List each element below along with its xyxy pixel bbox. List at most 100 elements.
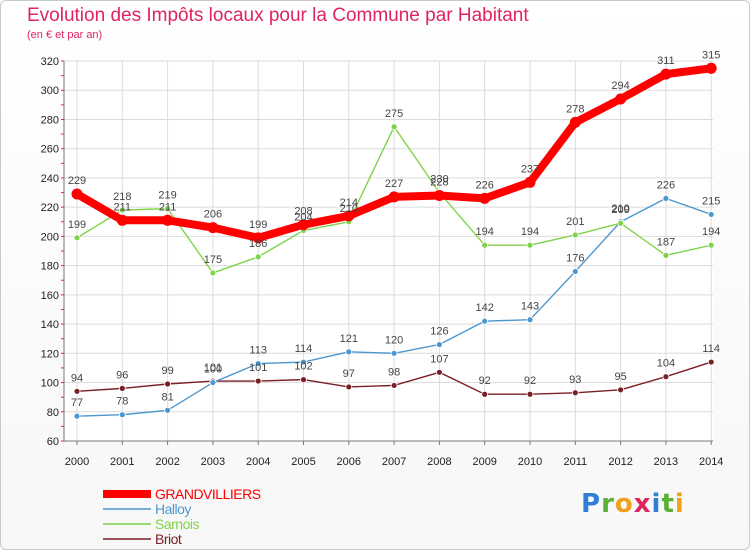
data-label-sarnois: 194 xyxy=(521,226,539,238)
x-tick-label: 2011 xyxy=(563,456,587,468)
data-point-briot xyxy=(435,368,443,376)
data-point-halloy xyxy=(435,341,443,348)
y-tick-label: 260 xyxy=(41,144,59,156)
data-point-grandvilliers xyxy=(162,214,174,226)
legend-label: GRANDVILLIERS xyxy=(155,486,261,502)
data-label-sarnois: 186 xyxy=(249,238,267,250)
data-label-sarnois: 219 xyxy=(158,190,176,202)
logo-letter: i xyxy=(651,489,662,519)
y-tick-label: 320 xyxy=(41,56,59,68)
data-point-briot xyxy=(254,377,262,385)
y-tick-label: 60 xyxy=(47,436,59,448)
x-tick-label: 2002 xyxy=(155,456,179,468)
data-point-sarnois xyxy=(526,241,534,249)
data-point-grandvilliers xyxy=(569,116,581,128)
data-point-grandvilliers xyxy=(252,232,264,244)
data-label-sarnois: 194 xyxy=(476,226,494,238)
logo-letter: i xyxy=(674,489,685,519)
data-label-grandvilliers: 206 xyxy=(204,209,222,221)
data-point-briot xyxy=(118,384,126,392)
data-label-halloy: 210 xyxy=(611,203,629,215)
legend-label: Sarnois xyxy=(155,516,199,532)
data-label-grandvilliers: 311 xyxy=(657,55,675,67)
y-tick-label: 160 xyxy=(41,290,59,302)
data-point-grandvilliers xyxy=(71,188,83,200)
y-tick-label: 100 xyxy=(41,378,59,390)
y-tick-label: 300 xyxy=(41,85,59,97)
y-tick-label: 180 xyxy=(41,261,59,273)
data-label-grandvilliers: 228 xyxy=(430,176,448,188)
data-label-briot: 92 xyxy=(524,375,536,387)
data-point-halloy xyxy=(345,348,353,356)
x-tick-label: 2014 xyxy=(699,456,723,468)
data-label-sarnois: 275 xyxy=(385,108,403,120)
data-point-sarnois xyxy=(662,251,670,259)
y-tick-label: 120 xyxy=(41,348,59,360)
data-label-grandvilliers: 211 xyxy=(114,201,132,213)
data-label-briot: 107 xyxy=(430,353,448,365)
data-point-halloy xyxy=(164,406,172,414)
data-label-sarnois: 175 xyxy=(204,254,222,266)
x-tick-label: 2013 xyxy=(654,456,678,468)
data-label-briot: 104 xyxy=(657,358,675,370)
data-point-briot xyxy=(164,380,172,388)
x-tick-label: 2010 xyxy=(518,456,542,468)
data-point-grandvilliers xyxy=(705,62,717,74)
data-label-grandvilliers: 214 xyxy=(340,197,358,209)
data-point-briot xyxy=(300,376,307,384)
plot-area xyxy=(64,61,713,441)
data-label-sarnois: 230 xyxy=(430,174,448,186)
data-label-halloy: 126 xyxy=(430,326,448,338)
logo-letter: x xyxy=(633,489,652,519)
data-point-halloy xyxy=(300,358,307,366)
data-label-halloy: 100 xyxy=(204,364,222,376)
x-tick-label: 2008 xyxy=(427,456,451,468)
data-label-halloy: 142 xyxy=(476,302,494,314)
data-point-briot xyxy=(617,386,624,394)
data-point-sarnois xyxy=(617,219,624,227)
chart-subtitle: (en € et par an) xyxy=(27,29,103,41)
data-label-sarnois: 194 xyxy=(702,226,720,238)
data-point-sarnois xyxy=(118,206,126,214)
data-label-briot: 94 xyxy=(71,372,83,384)
data-point-grandvilliers xyxy=(298,219,309,231)
data-point-briot xyxy=(481,390,489,398)
data-point-grandvilliers xyxy=(660,68,672,80)
data-label-briot: 114 xyxy=(702,343,720,355)
data-label-grandvilliers: 229 xyxy=(68,175,86,187)
data-label-sarnois: 187 xyxy=(657,236,675,248)
data-label-grandvilliers: 226 xyxy=(476,179,494,191)
chart-title: Evolution des Impôts locaux pour la Comm… xyxy=(27,5,529,26)
data-label-halloy: 114 xyxy=(295,343,313,355)
y-tick-label: 200 xyxy=(41,231,59,243)
data-point-halloy xyxy=(707,211,715,218)
data-label-grandvilliers: 227 xyxy=(385,178,403,190)
data-point-halloy xyxy=(662,194,670,202)
data-label-sarnois: 201 xyxy=(566,216,584,228)
y-tick-label: 240 xyxy=(41,173,59,185)
data-label-grandvilliers: 199 xyxy=(249,219,267,231)
data-label-halloy: 81 xyxy=(161,391,173,403)
x-tick-label: 2009 xyxy=(472,456,496,468)
data-label-halloy: 120 xyxy=(385,334,403,346)
data-point-sarnois xyxy=(73,234,81,242)
data-label-sarnois: 199 xyxy=(68,219,86,231)
y-tick-label: 220 xyxy=(41,202,59,214)
data-point-grandvilliers xyxy=(207,222,219,234)
data-point-sarnois xyxy=(254,253,262,261)
data-label-halloy: 226 xyxy=(657,179,675,191)
data-label-briot: 101 xyxy=(249,362,267,374)
logo-letter: t xyxy=(661,489,675,519)
data-label-sarnois: 204 xyxy=(294,212,312,224)
data-label-sarnois: 210 xyxy=(340,203,358,215)
data-point-grandvilliers xyxy=(116,214,128,226)
data-point-briot xyxy=(73,387,81,395)
x-tick-label: 2004 xyxy=(246,456,270,468)
data-label-halloy: 215 xyxy=(702,195,720,207)
y-tick-label: 80 xyxy=(47,407,59,419)
proxiti-logo: Proxiti xyxy=(581,489,685,519)
legend-label: Briot xyxy=(155,531,182,547)
data-point-halloy xyxy=(73,412,81,420)
